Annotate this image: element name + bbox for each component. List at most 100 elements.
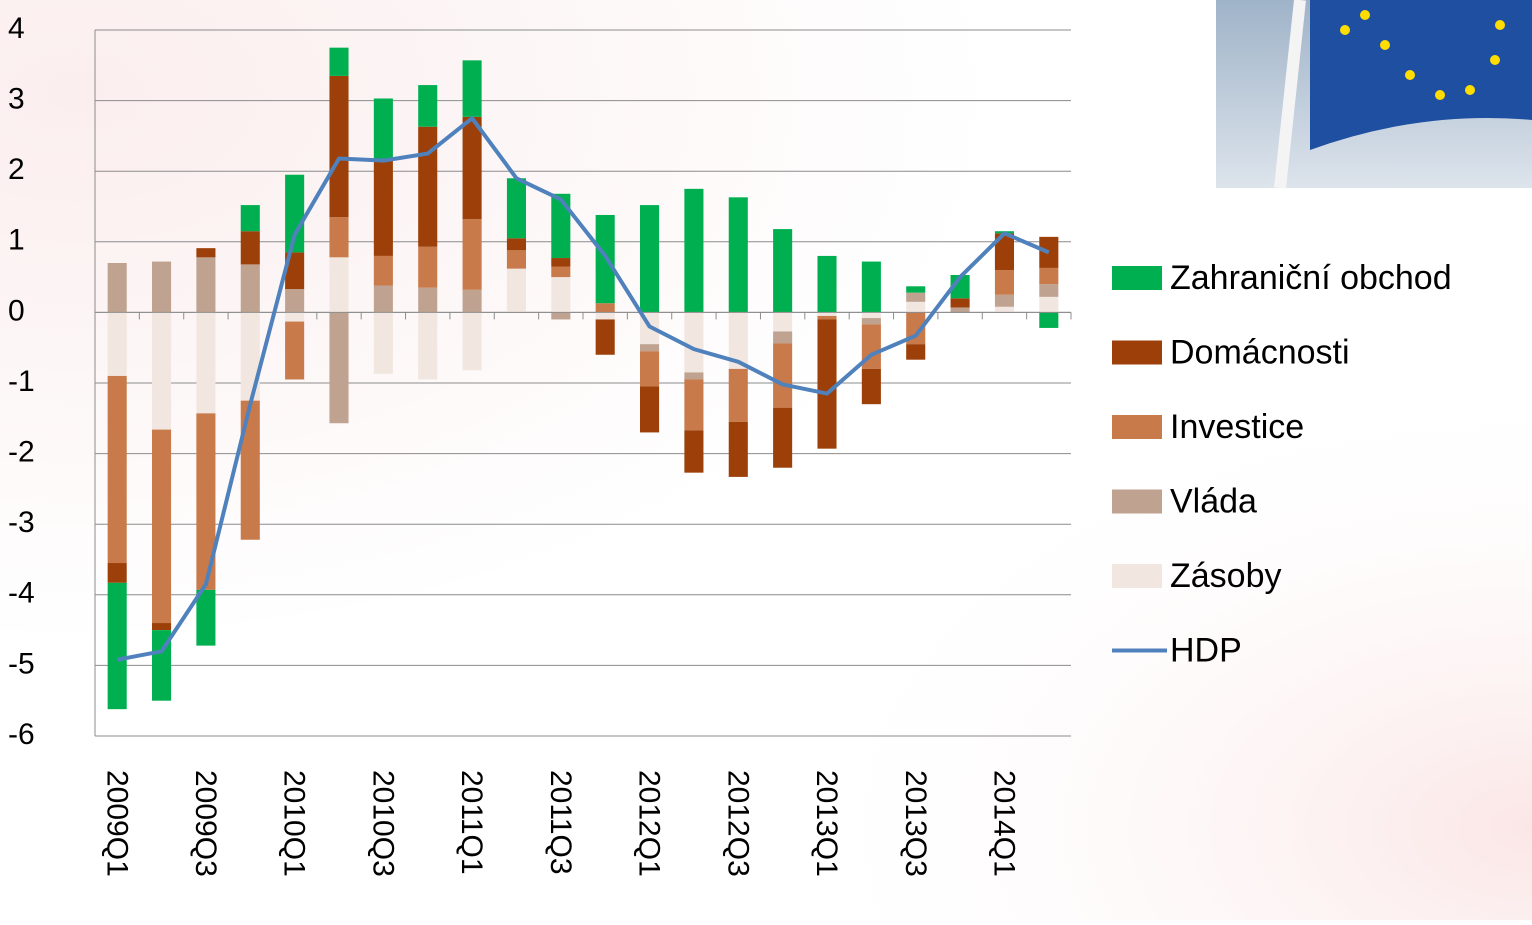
legend-label: Domácnosti	[1170, 333, 1350, 371]
y-tick-label: -1	[8, 365, 35, 398]
bar-segment	[551, 312, 570, 319]
y-tick-label: 4	[8, 12, 25, 45]
bar-segment	[1039, 284, 1058, 297]
bar-segment	[374, 256, 393, 286]
y-tick-label: -5	[8, 647, 35, 680]
bar-segment	[551, 277, 570, 312]
bar-segment	[1039, 312, 1058, 328]
bar-segment	[418, 288, 437, 313]
bar-segment	[374, 161, 393, 256]
bar-segment	[196, 257, 215, 312]
bar-segment	[817, 312, 836, 316]
bar-segment	[418, 127, 437, 247]
bar-segment	[995, 295, 1014, 307]
bar-segment	[596, 319, 615, 354]
x-tick-label: 2013Q3	[899, 770, 932, 877]
bar-segment	[684, 430, 703, 472]
bar-segment	[1039, 268, 1058, 284]
bar-segment	[108, 263, 127, 312]
bar-segment	[463, 312, 482, 370]
bar-segment	[241, 205, 260, 231]
bar-segment	[906, 286, 925, 292]
bar-segment	[773, 343, 792, 407]
bar-segment	[241, 312, 260, 400]
bar-segment	[374, 98, 393, 160]
chart: -6-5-4-3-2-1012342009Q12009Q32010Q12010Q…	[0, 0, 1532, 920]
bar-segment	[995, 307, 1014, 313]
bar-segment	[152, 312, 171, 429]
bar-segment	[640, 205, 659, 312]
bar-segment	[285, 289, 304, 312]
legend-swatch	[1112, 266, 1162, 290]
bar-segment	[951, 298, 970, 307]
legend-label: HDP	[1170, 631, 1242, 669]
x-tick-label: 2009Q1	[100, 770, 133, 877]
x-tick-label: 2013Q1	[810, 770, 843, 877]
legend-label: Zásoby	[1170, 557, 1282, 595]
bar-segment	[108, 563, 127, 583]
bar-segment	[640, 387, 659, 433]
y-tick-label: 3	[8, 83, 25, 116]
bar-segment	[418, 247, 437, 288]
x-tick-label: 2014Q1	[988, 770, 1021, 877]
bar-segment	[196, 312, 215, 413]
bar-segment	[684, 312, 703, 372]
bar-segment	[507, 238, 526, 250]
bar-segment	[862, 369, 881, 404]
bar-segment	[1039, 297, 1058, 313]
bar-segment	[374, 286, 393, 313]
bar-segment	[773, 331, 792, 343]
y-tick-label: 2	[8, 153, 25, 186]
x-tick-label: 2011Q3	[544, 770, 577, 875]
bar-segment	[152, 623, 171, 630]
bar-segment	[596, 312, 615, 319]
legend-label: Vláda	[1170, 482, 1257, 520]
legend-label: Zahraniční obchod	[1170, 259, 1452, 297]
bar-segment	[285, 322, 304, 380]
bar-segment	[773, 229, 792, 312]
bar-segment	[108, 312, 127, 376]
bar-segment	[773, 312, 792, 331]
bar-segment	[862, 318, 881, 324]
flag-image	[1216, 0, 1532, 188]
bar-segment	[684, 189, 703, 313]
x-tick-label: 2010Q1	[278, 770, 311, 877]
bar-segment	[640, 351, 659, 386]
y-tick-label: -6	[8, 718, 35, 751]
legend-swatch	[1112, 341, 1162, 365]
bar-segment	[241, 401, 260, 540]
bar-segment	[951, 307, 970, 312]
x-tick-label: 2012Q3	[721, 770, 754, 877]
bar-segment	[152, 430, 171, 623]
bar-segment	[329, 76, 348, 217]
bar-segment	[329, 217, 348, 257]
bar-segment	[817, 316, 836, 320]
bar-segment	[196, 248, 215, 257]
x-tick-label: 2009Q3	[189, 770, 222, 877]
bar-segment	[551, 194, 570, 258]
bar-segment	[817, 319, 836, 448]
bar-segment	[507, 269, 526, 313]
bar-segment	[906, 302, 925, 313]
y-tick-label: -4	[8, 577, 35, 610]
bar-segment	[684, 379, 703, 430]
bar-segment	[152, 262, 171, 313]
bar-segment	[463, 219, 482, 290]
y-tick-label: -3	[8, 506, 35, 539]
y-tick-label: -2	[8, 436, 35, 469]
bar-segment	[418, 85, 437, 127]
legend-swatch	[1112, 564, 1162, 588]
bar-segment	[329, 312, 348, 423]
y-tick-label: 0	[8, 294, 25, 327]
x-tick-label: 2010Q3	[366, 770, 399, 877]
bar-segment	[463, 60, 482, 116]
x-tick-label: 2011Q1	[455, 770, 488, 875]
bar-segment	[995, 270, 1014, 295]
bar-segment	[817, 256, 836, 312]
bar-segment	[906, 344, 925, 360]
bar-segment	[729, 369, 748, 422]
bar-segment	[329, 257, 348, 312]
bar-segment	[374, 312, 393, 373]
bar-segment	[862, 262, 881, 313]
legend-swatch	[1112, 490, 1162, 514]
